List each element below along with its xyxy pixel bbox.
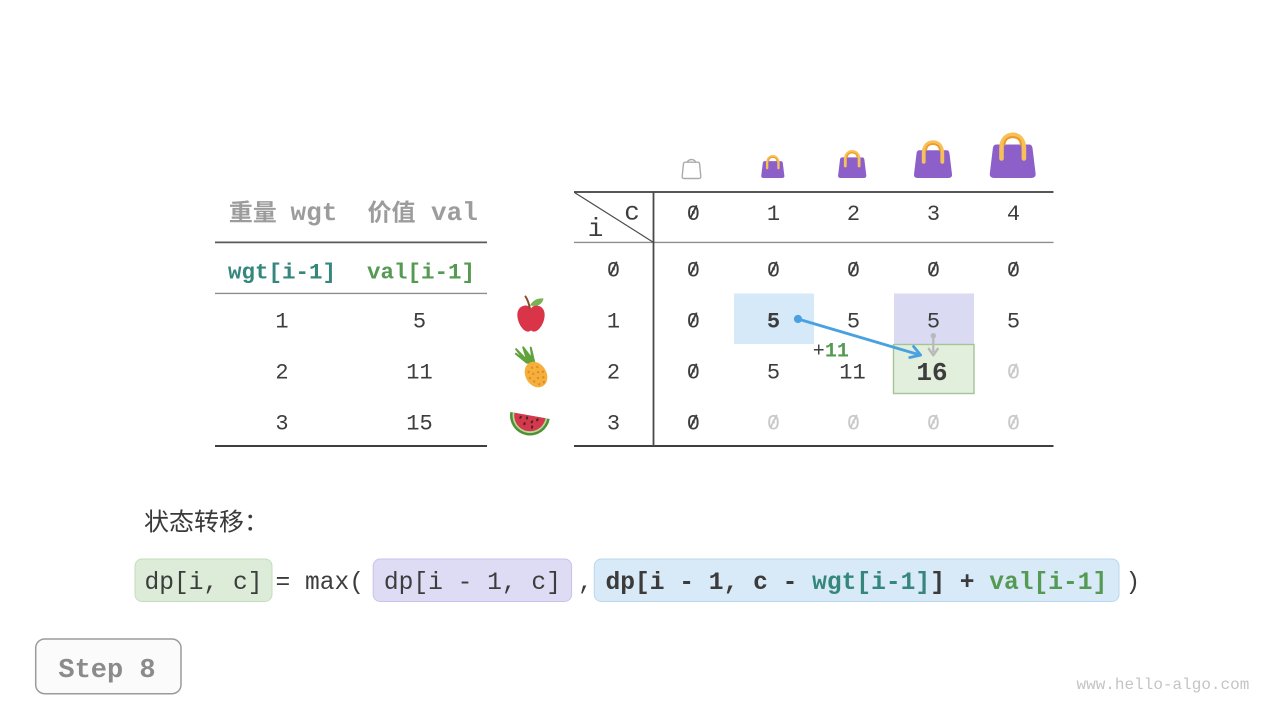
- svg-text:0: 0: [767, 412, 780, 437]
- svg-text:3: 3: [275, 412, 288, 437]
- svg-text:): ): [1126, 570, 1141, 597]
- svg-text:0: 0: [687, 309, 700, 334]
- svg-text:5: 5: [767, 310, 780, 335]
- svg-text:1: 1: [275, 309, 288, 334]
- svg-text:0: 0: [927, 258, 940, 283]
- svg-text:5: 5: [927, 309, 940, 334]
- svg-text:16: 16: [916, 358, 947, 388]
- svg-text:0: 0: [687, 258, 700, 283]
- svg-text:0: 0: [847, 412, 860, 437]
- svg-text:4: 4: [1007, 202, 1020, 227]
- svg-text:0: 0: [1007, 412, 1020, 437]
- svg-text:dp[i - 1, c - wgt[i-1]] + val[: dp[i - 1, c - wgt[i-1]] + val[i-1]: [606, 570, 1108, 597]
- svg-text:0: 0: [687, 202, 700, 227]
- svg-text:= max(: = max(: [276, 570, 365, 597]
- svg-text:0: 0: [767, 258, 780, 283]
- svg-text:15: 15: [406, 412, 432, 437]
- svg-text:Step 8: Step 8: [58, 656, 155, 686]
- svg-text:5: 5: [413, 309, 426, 334]
- svg-text:2: 2: [275, 360, 288, 385]
- svg-text:11: 11: [406, 360, 432, 385]
- svg-text:val: val: [431, 198, 478, 228]
- svg-text:1: 1: [607, 309, 620, 334]
- svg-text:0: 0: [1007, 258, 1020, 283]
- svg-text:c: c: [624, 198, 640, 228]
- svg-text:1: 1: [767, 202, 780, 227]
- svg-text:val[i-1]: val[i-1]: [367, 260, 475, 286]
- svg-text:2: 2: [847, 202, 860, 227]
- svg-text:www.hello-algo.com: www.hello-algo.com: [1077, 676, 1250, 694]
- svg-text:wgt[i-1]: wgt[i-1]: [228, 260, 336, 286]
- svg-text:2: 2: [607, 360, 620, 385]
- svg-text:3: 3: [607, 412, 620, 437]
- svg-text:wgt: wgt: [291, 198, 338, 228]
- svg-text:5: 5: [767, 360, 780, 385]
- svg-text:0: 0: [847, 258, 860, 283]
- svg-text:i: i: [588, 214, 604, 244]
- svg-text:0: 0: [687, 412, 700, 437]
- svg-text:dp[i - 1, c]: dp[i - 1, c]: [384, 570, 561, 597]
- svg-text:,: ,: [578, 570, 593, 597]
- svg-text:5: 5: [1007, 309, 1020, 334]
- svg-text:0: 0: [927, 412, 940, 437]
- svg-text:5: 5: [847, 309, 860, 334]
- svg-text:0: 0: [1007, 360, 1020, 385]
- svg-text:3: 3: [927, 202, 940, 227]
- svg-text:0: 0: [607, 258, 620, 283]
- svg-text:+11: +11: [813, 341, 849, 364]
- svg-text:dp[i, c]: dp[i, c]: [144, 570, 262, 597]
- svg-text:0: 0: [687, 360, 700, 385]
- svg-text:11: 11: [839, 360, 865, 385]
